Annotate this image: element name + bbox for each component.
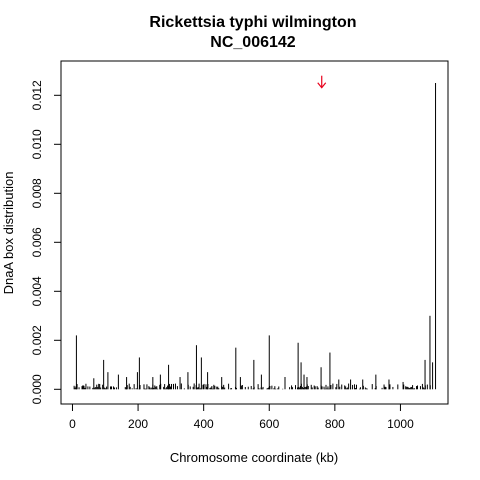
y-tick-label-6: 0.012: [30, 80, 44, 110]
x-axis-label: Chromosome coordinate (kb): [170, 450, 338, 465]
x-tick-label-200: 200: [128, 417, 148, 431]
y-tick-label-4: 0.008: [30, 178, 44, 208]
y-tick-label-1: 0.002: [30, 325, 44, 355]
y-axis-label: DnaA box distribution: [1, 172, 16, 295]
y-tick-label-3: 0.006: [30, 227, 44, 257]
y-axis: 0.000 0.002 0.004 0.006 0.008 0.010 0.012: [30, 80, 62, 404]
x-axis: 0 200 400 600 800 1000: [69, 403, 414, 431]
x-tick-label-600: 600: [259, 417, 279, 431]
chart-subtitle: NC_006142: [210, 34, 296, 51]
x-tick-label-800: 800: [325, 417, 345, 431]
plot-frame: [60, 60, 449, 405]
x-tick-label-0: 0: [69, 417, 76, 431]
y-tick-label-5: 0.010: [30, 129, 44, 159]
marker-arrow-icon: [317, 82, 327, 89]
chart-title: Rickettsia typhi wilmington: [149, 14, 356, 31]
y-tick-label-0: 0.000: [30, 374, 44, 404]
x-tick-label-400: 400: [194, 417, 214, 431]
marker-layer: [317, 75, 327, 89]
x-tick-label-1000: 1000: [387, 417, 414, 431]
bars-layer: [73, 83, 437, 390]
y-tick-label-2: 0.004: [30, 276, 44, 306]
